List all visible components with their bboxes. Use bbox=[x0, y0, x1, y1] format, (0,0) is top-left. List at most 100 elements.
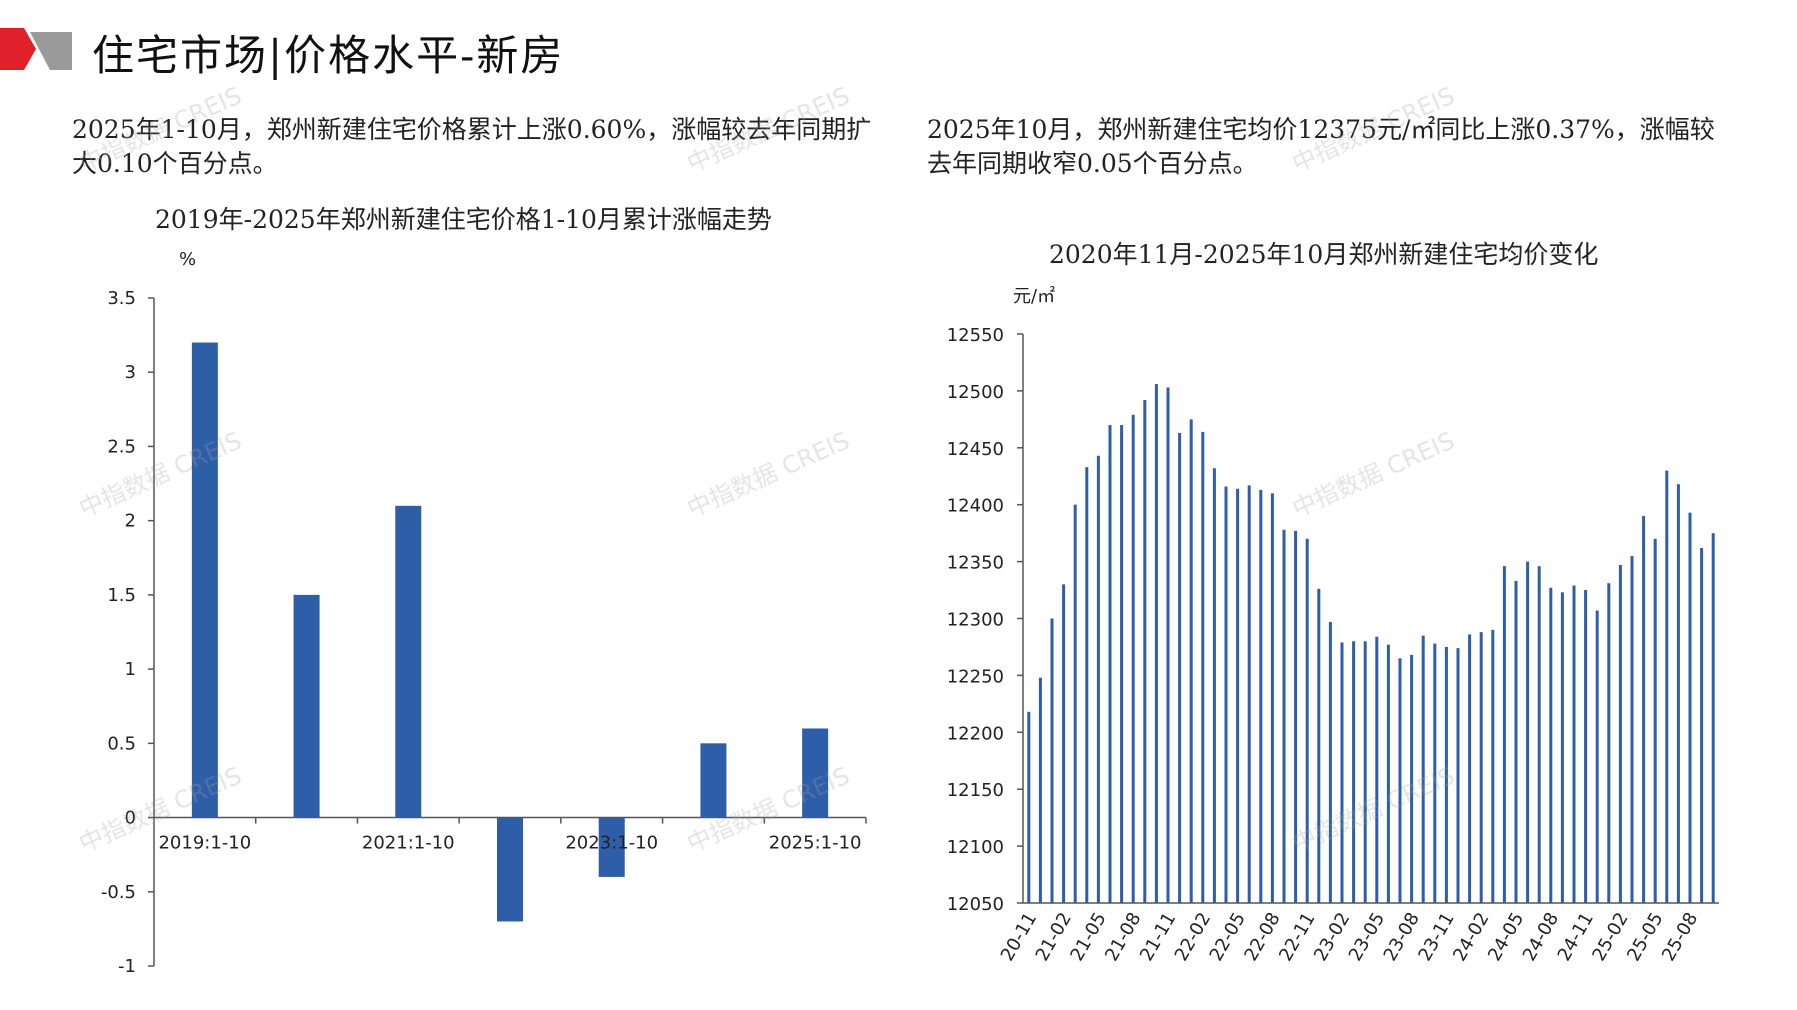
bar bbox=[1618, 565, 1622, 903]
bar bbox=[1143, 400, 1147, 903]
bar bbox=[293, 594, 320, 818]
bar bbox=[1073, 504, 1077, 903]
bar bbox=[1642, 516, 1646, 903]
bar bbox=[1305, 538, 1309, 903]
bar bbox=[1131, 414, 1135, 903]
bar bbox=[1236, 488, 1240, 903]
x-tick-label: 2019:1-10 bbox=[158, 833, 251, 854]
bar bbox=[1166, 387, 1170, 904]
bar bbox=[1178, 433, 1182, 903]
logo-red-shape bbox=[0, 28, 36, 70]
bar bbox=[1560, 592, 1564, 903]
bar bbox=[1630, 555, 1634, 903]
x-tick-label: 25-08 bbox=[1658, 909, 1702, 965]
y-tick-label: 12050 bbox=[947, 894, 1004, 915]
bar bbox=[802, 728, 829, 818]
bar bbox=[1676, 484, 1680, 903]
bar bbox=[1259, 489, 1263, 903]
y-tick-label: 12300 bbox=[947, 610, 1004, 631]
summary-left-text: 2025年1-10月，郑州新建住宅价格累计上涨0.60%，涨幅较去年同期扩大0.… bbox=[72, 115, 872, 178]
bar bbox=[1375, 636, 1379, 903]
bar bbox=[1317, 588, 1321, 903]
bar bbox=[1502, 566, 1506, 903]
y-tick-label: 2 bbox=[125, 511, 136, 532]
bar bbox=[1572, 585, 1576, 903]
bar bbox=[1444, 646, 1448, 903]
right-chart-title: 2020年11月-2025年10月郑州新建住宅均价变化 bbox=[1049, 240, 1599, 269]
right-chart-unit: 元/㎡ bbox=[1013, 286, 1056, 307]
x-tick-label: 2021:1-10 bbox=[362, 833, 455, 854]
bar bbox=[1468, 634, 1472, 903]
bar bbox=[1433, 643, 1437, 903]
y-tick-label: 3 bbox=[125, 362, 136, 383]
y-tick-label: 12200 bbox=[947, 723, 1004, 744]
bar bbox=[598, 817, 625, 877]
bar bbox=[1607, 583, 1611, 903]
bar bbox=[1584, 590, 1588, 903]
page-title: 住宅市场|价格水平-新房 bbox=[92, 31, 565, 80]
bar bbox=[1038, 677, 1042, 903]
bar bbox=[1062, 584, 1066, 903]
left-chart-unit: % bbox=[179, 249, 197, 270]
y-tick-label: 12500 bbox=[947, 382, 1004, 403]
bar bbox=[1212, 468, 1216, 903]
y-tick-label: 0 bbox=[125, 808, 136, 829]
bar bbox=[1201, 431, 1205, 903]
bar bbox=[1189, 419, 1193, 903]
bar bbox=[1456, 648, 1460, 903]
bar bbox=[1537, 566, 1541, 903]
bar bbox=[1224, 486, 1228, 903]
bar bbox=[1665, 470, 1669, 903]
bar bbox=[1479, 632, 1483, 903]
bar bbox=[1340, 642, 1344, 903]
bar bbox=[1595, 610, 1599, 903]
y-tick-label: 3.5 bbox=[107, 288, 136, 309]
y-tick-label: -0.5 bbox=[101, 882, 136, 903]
x-tick-label: 2023:1-10 bbox=[565, 833, 658, 854]
bar bbox=[1491, 629, 1495, 903]
bar bbox=[1120, 425, 1124, 903]
bar bbox=[1526, 561, 1530, 903]
bar bbox=[1328, 621, 1332, 903]
y-tick-label: 12450 bbox=[947, 439, 1004, 460]
bar bbox=[395, 505, 422, 818]
y-tick-label: 1.5 bbox=[107, 585, 136, 606]
bar bbox=[1108, 425, 1112, 903]
bar bbox=[497, 817, 523, 922]
bar bbox=[1270, 493, 1274, 903]
y-tick-label: 12250 bbox=[947, 666, 1004, 687]
bar bbox=[1085, 467, 1089, 903]
y-tick-label: 12150 bbox=[947, 780, 1004, 801]
y-tick-label: 12100 bbox=[947, 837, 1004, 858]
y-tick-label: 2.5 bbox=[107, 436, 136, 457]
bar bbox=[1352, 641, 1356, 903]
bar bbox=[1096, 455, 1100, 903]
y-tick-label: -1 bbox=[118, 956, 136, 977]
bar bbox=[1514, 580, 1518, 903]
bar bbox=[191, 342, 218, 818]
bar bbox=[1711, 533, 1715, 903]
logo-gray-shape bbox=[30, 32, 72, 70]
left-chart-title: 2019年-2025年郑州新建住宅价格1-10月累计涨幅走势 bbox=[155, 205, 772, 234]
bar bbox=[1653, 538, 1657, 903]
y-tick-label: 12550 bbox=[947, 325, 1004, 346]
y-tick-label: 12400 bbox=[947, 496, 1004, 517]
y-tick-label: 1 bbox=[125, 659, 136, 680]
summary-right-text: 2025年10月，郑州新建住宅均价12375元/㎡同比上涨0.37%，涨幅较去年… bbox=[927, 115, 1715, 178]
bar bbox=[1688, 512, 1692, 903]
bar bbox=[1410, 654, 1414, 903]
bar bbox=[1282, 529, 1286, 903]
bar bbox=[1027, 711, 1031, 903]
bar bbox=[1549, 587, 1553, 903]
bar bbox=[1294, 530, 1298, 903]
y-tick-label: 0.5 bbox=[107, 733, 136, 754]
bar bbox=[1050, 618, 1054, 903]
bar bbox=[1398, 658, 1402, 903]
bar bbox=[1700, 547, 1704, 903]
x-tick-label: 2025:1-10 bbox=[769, 833, 862, 854]
bar bbox=[1386, 644, 1390, 903]
y-tick-label: 12350 bbox=[947, 553, 1004, 574]
bar bbox=[1247, 485, 1251, 903]
brand-logo bbox=[0, 28, 72, 70]
